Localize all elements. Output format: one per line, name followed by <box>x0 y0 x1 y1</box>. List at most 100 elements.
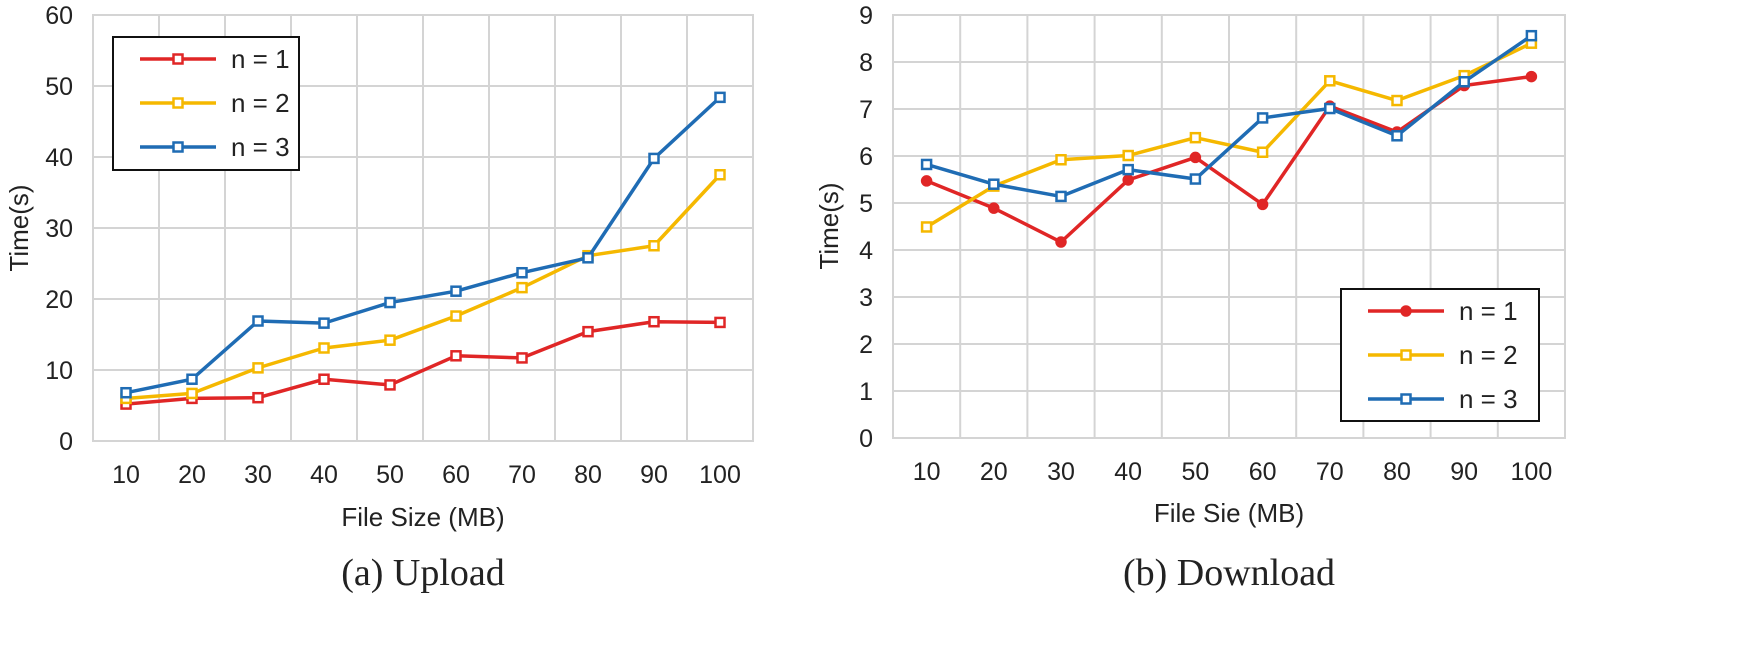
upload-data-point <box>318 373 330 385</box>
upload-y-tick-label: 10 <box>45 357 73 385</box>
download-data-point <box>1324 102 1336 115</box>
upload-data-point <box>450 310 462 322</box>
upload-data-point <box>516 281 528 294</box>
download-series-line <box>925 41 1533 229</box>
download-data-point <box>1391 94 1403 107</box>
upload-data-point <box>120 386 132 399</box>
upload-data-point <box>450 285 462 297</box>
download-x-tick-label: 10 <box>913 458 941 486</box>
upload-x-tick-label: 70 <box>508 461 536 489</box>
download-data-point <box>1189 173 1202 185</box>
download-x-tick-label: 60 <box>1249 458 1277 486</box>
upload-legend-label: n = 2 <box>231 88 290 118</box>
download-data-point <box>1055 154 1067 166</box>
upload-x-tick-label: 80 <box>574 461 602 489</box>
upload-series-line <box>125 96 722 395</box>
download-y-tick-label: 3 <box>859 284 873 312</box>
upload-data-point <box>318 317 330 329</box>
upload-legend-label: n = 1 <box>231 44 290 74</box>
upload-data-point <box>582 325 594 338</box>
upload-plot-border <box>92 14 754 442</box>
upload-data-point <box>648 240 660 252</box>
upload-data-point <box>318 342 330 354</box>
download-legend-marker <box>1400 349 1412 361</box>
download-y-tick-label: 7 <box>859 96 873 124</box>
download-y-tick-label: 1 <box>859 378 873 406</box>
upload-data-point <box>252 362 264 374</box>
download-series-line <box>926 34 1533 199</box>
upload-legend-item: n = 3 <box>140 132 290 162</box>
download-data-point <box>1122 149 1134 162</box>
upload-data-point <box>648 315 660 328</box>
download-data-point <box>920 221 933 233</box>
upload-data-point <box>252 315 264 327</box>
upload-legend: n = 1 n = 2 n = 3 <box>112 36 300 171</box>
upload-data-point <box>582 252 594 264</box>
download-caption: (b) Download <box>1123 552 1335 594</box>
download-legend-label: n = 2 <box>1459 340 1518 370</box>
download-y-tick-label: 0 <box>859 425 873 453</box>
download-data-point <box>920 175 933 187</box>
upload-legend-item: n = 1 <box>140 44 290 74</box>
upload-y-tick-label: 50 <box>45 73 73 101</box>
download-data-point <box>988 178 1000 190</box>
download-data-point <box>1256 198 1269 211</box>
download-data-point <box>1256 112 1269 124</box>
download-plot-border <box>892 14 1566 439</box>
upload-x-tick-label: 60 <box>442 461 470 489</box>
upload-legend-marker <box>172 141 184 153</box>
download-legend: n = 1 n = 2 n = 3 <box>1340 288 1540 422</box>
download-data-point <box>1391 130 1403 142</box>
upload-y-tick-label: 30 <box>45 215 73 243</box>
download-legend-item: n = 2 <box>1368 340 1518 370</box>
download-data-point <box>1189 151 1202 164</box>
upload-legend-item: n = 2 <box>140 88 290 118</box>
download-x-tick-label: 80 <box>1383 458 1411 486</box>
upload-series-line <box>125 319 721 406</box>
download-series-3 <box>920 29 1538 203</box>
download-data-point <box>1525 70 1538 83</box>
download-legend-item: n = 1 <box>1368 296 1518 326</box>
download-x-tick-label: 30 <box>1047 458 1075 486</box>
download-data-point <box>1122 174 1134 186</box>
upload-data-point <box>714 169 726 181</box>
download-x-tick-label: 90 <box>1450 458 1478 486</box>
upload-series-3 <box>120 91 726 399</box>
upload-data-point <box>384 296 396 309</box>
download-data-point <box>920 158 933 171</box>
upload-data-point <box>384 379 396 391</box>
upload-data-point <box>714 316 726 329</box>
download-x-tick-label: 70 <box>1316 458 1344 486</box>
download-x-axis-label: File Sie (MB) <box>1154 498 1304 528</box>
download-data-point <box>1458 75 1470 88</box>
download-y-tick-label: 4 <box>859 237 873 265</box>
download-data-point <box>1055 236 1067 248</box>
upload-legend-marker <box>172 97 184 109</box>
download-data-point <box>1055 190 1067 203</box>
upload-x-tick-label: 30 <box>244 461 272 489</box>
upload-series-line <box>125 173 722 401</box>
upload-legend-marker <box>172 53 184 65</box>
download-y-axis-label: Time(s) <box>814 182 844 269</box>
upload-legend-label: n = 3 <box>231 132 290 162</box>
download-y-tick-label: 9 <box>859 2 873 30</box>
download-x-tick-label: 50 <box>1181 458 1209 486</box>
upload-data-point <box>384 334 396 346</box>
download-y-tick-label: 5 <box>859 190 873 218</box>
upload-series-2 <box>120 169 726 405</box>
download-legend-label: n = 3 <box>1459 384 1518 414</box>
download-data-point <box>1525 29 1538 42</box>
upload-data-point <box>648 152 660 165</box>
upload-data-point <box>714 91 726 104</box>
upload-caption: (a) Upload <box>341 552 505 594</box>
upload-y-tick-label: 60 <box>45 2 73 30</box>
upload-x-tick-label: 100 <box>699 461 741 489</box>
download-data-point <box>988 202 1000 214</box>
download-legend-marker <box>1400 393 1412 405</box>
download-legend-item: n = 3 <box>1368 384 1518 414</box>
upload-x-tick-label: 10 <box>112 461 140 489</box>
